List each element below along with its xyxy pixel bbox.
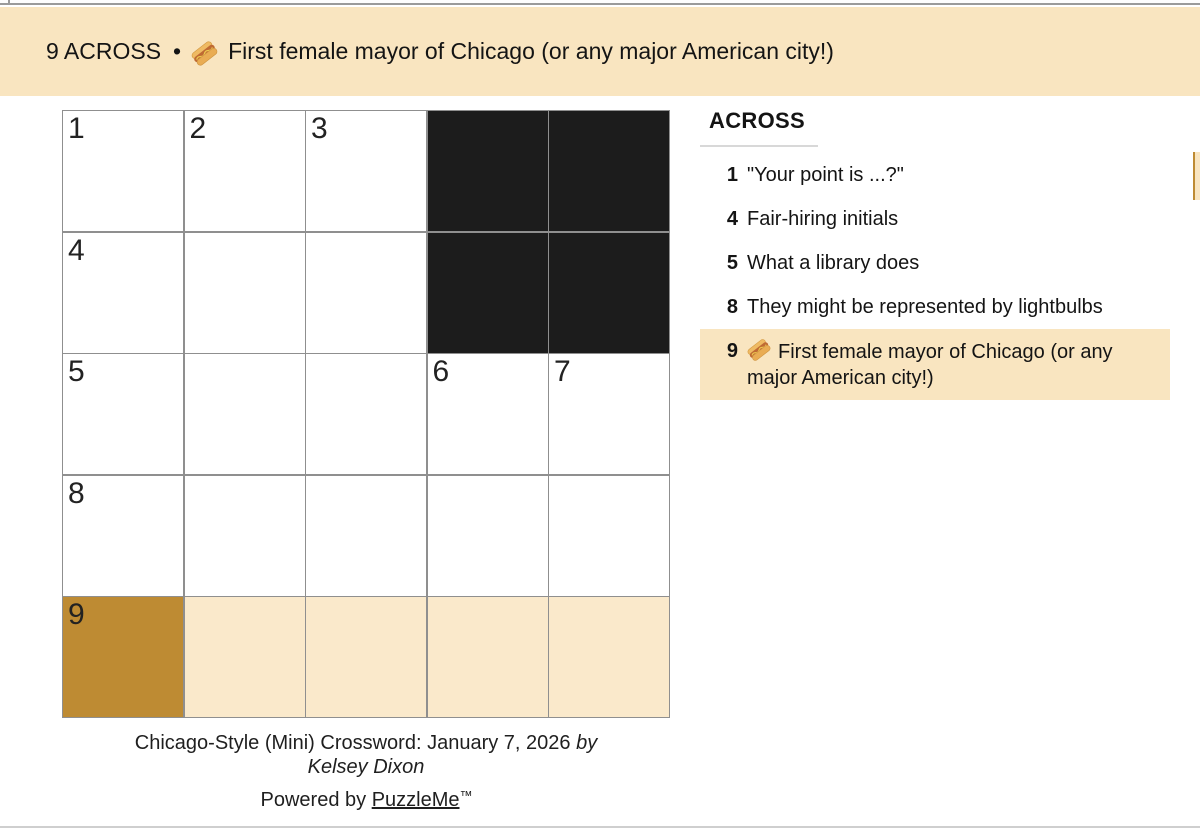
grid-cell-r2c3[interactable] [306, 232, 426, 353]
clue-text-value: Fair-hiring initials [747, 208, 899, 230]
grid-cell-r5c3[interactable] [306, 597, 426, 717]
puzzle-title: Chicago-Style (Mini) Crossword: January … [134, 732, 571, 754]
clue-text-value: First female mayor of Chicago (or any ma… [747, 341, 1113, 389]
hotdog-icon [747, 338, 771, 362]
clue-text-value: "Your point is ...?" [747, 164, 904, 186]
clue-text: What a library does [747, 250, 1156, 276]
clue-text: They might be represented by lightbulbs [747, 294, 1156, 320]
clues-section-title: ACROSS [709, 108, 805, 133]
top-border-tick [8, 0, 10, 5]
clue-across-4[interactable]: 4 Fair-hiring initials [700, 197, 1170, 241]
hotdog-icon [191, 40, 218, 67]
cell-number: 4 [68, 233, 85, 267]
puzzle-author: Kelsey Dixon [307, 756, 425, 778]
grid-cell-r2c1[interactable]: 4 [63, 232, 183, 353]
grid-cell-r3c3[interactable] [306, 354, 426, 474]
clue-number: 4 [726, 208, 738, 230]
black-cell [427, 111, 548, 231]
grid-cell-r5c5[interactable] [549, 597, 669, 717]
powered-by-label: Powered by [260, 789, 367, 811]
clue-number: 8 [726, 296, 738, 318]
grid-cell-r5c2[interactable] [184, 597, 305, 717]
black-cell [549, 111, 669, 231]
clue-across-8[interactable]: 8 They might be represented by lightbulbs [700, 285, 1170, 329]
trademark-symbol: ™ [459, 788, 473, 803]
cell-number: 9 [68, 598, 85, 631]
cell-number: 7 [554, 355, 571, 388]
grid-cell-r1c1[interactable]: 1 [63, 111, 183, 231]
puzzle-byline: Chicago-Style (Mini) Crossword: January … [62, 731, 670, 779]
grid-cell-r2c2[interactable] [184, 232, 305, 353]
grid-cell-r3c1[interactable]: 5 [63, 354, 183, 474]
cell-number: 6 [432, 355, 450, 388]
black-cell [427, 232, 548, 353]
bottom-border [0, 826, 1200, 828]
top-border [0, 0, 1200, 5]
grid-cell-r1c2[interactable]: 2 [184, 111, 305, 231]
banner-clue-ref: 9 ACROSS [46, 38, 162, 64]
clues-header-underline: ACROSS [700, 108, 818, 147]
grid-cell-r4c2[interactable] [184, 475, 305, 596]
clue-text: Fair-hiring initials [747, 206, 1156, 232]
grid-cell-r3c2[interactable] [184, 354, 305, 474]
clue-text: "Your point is ...?" [747, 162, 1156, 188]
cell-number: 5 [68, 355, 85, 388]
grid-cell-r4c3[interactable] [306, 475, 426, 596]
clue-number: 9 [726, 340, 738, 362]
clue-across-1[interactable]: 1 "Your point is ...?" [700, 153, 1170, 197]
grid-cell-r5c1[interactable]: 9 [63, 597, 183, 717]
clue-text: First female mayor of Chicago (or any ma… [747, 338, 1156, 391]
clue-text-value: What a library does [747, 252, 920, 274]
crossword-grid: 1 2 3 4 5 6 7 8 9 [62, 110, 670, 718]
cell-number: 3 [311, 112, 328, 145]
clue-across-9[interactable]: 9 First female mayor of Chicago (or any … [700, 329, 1170, 400]
grid-cell-r3c5[interactable]: 7 [549, 354, 669, 474]
grid-cell-r1c3[interactable]: 3 [306, 111, 426, 231]
grid-cell-r3c4[interactable]: 6 [427, 354, 548, 474]
cell-number: 8 [68, 476, 85, 510]
cell-number: 1 [68, 112, 85, 145]
banner-clue-text: First female mayor of Chicago (or any ma… [228, 38, 834, 64]
banner-separator: • [173, 38, 182, 64]
grid-cell-r4c4[interactable] [427, 475, 548, 596]
across-clues-panel: ACROSS 1 "Your point is ...?" 4 Fair-hiring… [700, 108, 1170, 400]
clues-list: 1 "Your point is ...?" 4 Fair-hiring initia… [700, 153, 1170, 400]
puzzleme-link[interactable]: PuzzleMe [371, 789, 460, 811]
cell-number: 2 [189, 112, 207, 145]
clue-text-value: They might be represented by lightbulbs [747, 296, 1103, 318]
black-cell [549, 232, 669, 353]
byline-by: by Kelsey Dixon [307, 732, 598, 778]
grid-cell-r4c1[interactable]: 8 [63, 475, 183, 596]
clue-number: 5 [726, 252, 738, 274]
down-panel-highlight-peek [1193, 152, 1200, 200]
clue-number: 1 [726, 164, 738, 186]
powered-by: Powered by PuzzleMe™ [62, 788, 670, 812]
grid-cell-r5c4[interactable] [427, 597, 548, 717]
clue-across-5[interactable]: 5 What a library does [700, 241, 1170, 285]
grid-cell-r4c5[interactable] [549, 475, 669, 596]
current-clue-banner: 9 ACROSS • First female mayor of Chicago… [0, 7, 1200, 96]
